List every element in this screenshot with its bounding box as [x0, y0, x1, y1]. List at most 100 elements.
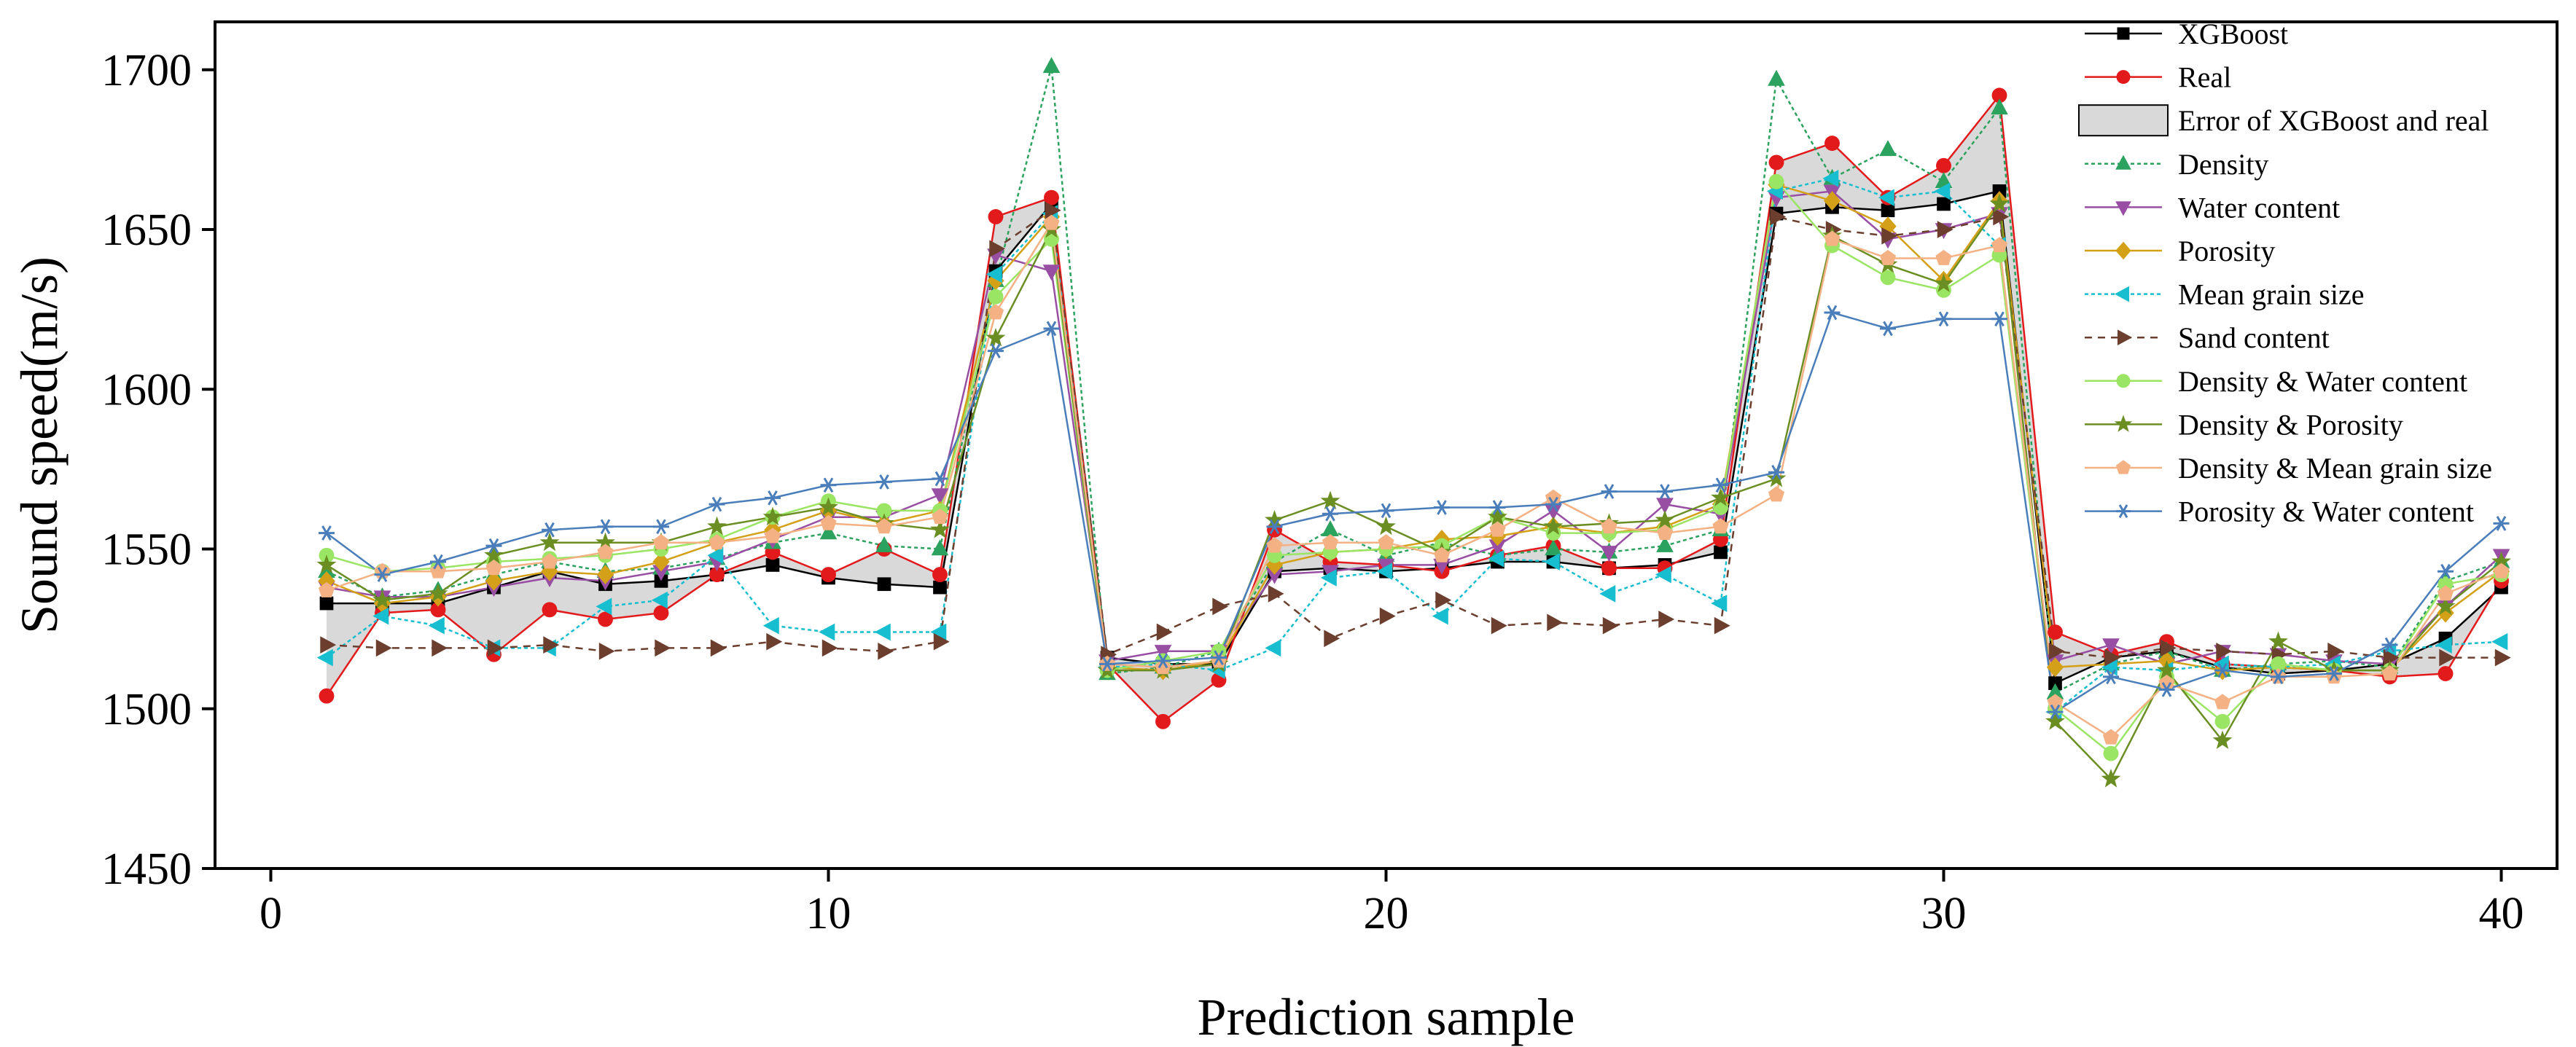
- data-point-porosity-and-water-content: [597, 519, 614, 535]
- x-tick-label: 0: [259, 889, 282, 938]
- data-point-density-and-mean-grain-size: [709, 534, 725, 550]
- data-point-sand-content: [1379, 607, 1396, 625]
- data-point-real: [1991, 87, 2007, 103]
- legend-item-density-and-water-content: Density & Water content: [2085, 365, 2467, 398]
- series-points-sand-content: [320, 201, 2511, 667]
- legend-item-density-and-mean-grain-size: Density & Mean grain size: [2085, 452, 2492, 485]
- series-line-real: [325, 93, 2502, 723]
- y-tick-label: 1500: [101, 685, 192, 734]
- data-point-density-and-mean-grain-size: [1433, 546, 1451, 562]
- data-point-real: [542, 602, 558, 618]
- data-point-density-and-water-content: [1768, 173, 1784, 189]
- data-point-density-and-water-content: [2214, 713, 2230, 729]
- legend: XGBoost Real Error of XGBoost and real Dens…: [2078, 17, 2492, 528]
- data-point-porosity-and-water-content: [653, 519, 669, 535]
- legend-label: Density & Mean grain size: [2178, 452, 2492, 485]
- data-point-xgboost: [1881, 203, 1895, 218]
- legend-label: Porosity & Water content: [2178, 495, 2474, 528]
- data-point-density-and-porosity: [1766, 468, 1787, 487]
- data-point-density-and-porosity: [819, 497, 838, 516]
- x-tick-label: 30: [1921, 889, 1967, 938]
- data-point-density-and-mean-grain-size: [1322, 534, 1339, 550]
- data-point-porosity-and-water-content: [2493, 516, 2510, 531]
- data-point-density-and-mean-grain-size: [1712, 518, 1729, 534]
- data-point-porosity-and-water-content: [765, 490, 781, 506]
- x-tick-label: 20: [1364, 889, 1409, 938]
- axis-ticks-layer: 0 10 20 30 40 1450 1500 1550 1600 1650 1700: [101, 46, 2524, 938]
- data-point-porosity-and-water-content: [1211, 650, 1227, 665]
- data-point-sand-content: [766, 632, 783, 651]
- data-point-density-and-water-content: [1044, 231, 1059, 247]
- data-point-porosity-and-water-content: [542, 522, 558, 538]
- legend-marker: [2116, 374, 2131, 388]
- data-point-real: [1155, 713, 1171, 729]
- data-point-porosity-and-water-content: [1935, 311, 1952, 327]
- data-point-density: [1768, 69, 1785, 86]
- data-point-sand-content: [2160, 639, 2177, 657]
- data-point-sand-content: [2494, 648, 2511, 667]
- data-point-density-and-porosity: [1543, 516, 1564, 536]
- data-point-porosity: [1823, 191, 1841, 211]
- data-point-porosity-and-water-content: [988, 343, 1004, 358]
- data-point-density-and-water-content: [2271, 656, 2286, 672]
- data-point-sand-content: [432, 639, 448, 657]
- legend-marker: [2116, 70, 2131, 85]
- data-point-real: [2048, 624, 2063, 640]
- error-band-layer: [327, 95, 2502, 722]
- legend-marker: [2114, 286, 2129, 302]
- data-point-density-and-porosity: [762, 506, 783, 526]
- data-point-mean-grain-size: [1376, 562, 1393, 581]
- data-point-xgboost: [319, 596, 334, 611]
- data-point-porosity-and-water-content: [2103, 669, 2119, 685]
- data-point-density-and-porosity: [484, 545, 504, 564]
- data-point-mean-grain-size: [985, 265, 1002, 283]
- data-point-density-and-mean-grain-size: [820, 514, 837, 530]
- data-point-density-and-water-content: [2438, 576, 2454, 592]
- data-point-mean-grain-size: [874, 623, 891, 641]
- data-point-density-and-water-content: [1211, 643, 1227, 659]
- data-point-density-and-porosity: [2157, 659, 2177, 679]
- x-tick-label: 10: [806, 889, 851, 938]
- data-point-water-content: [1042, 264, 1061, 281]
- data-point-porosity: [485, 570, 503, 591]
- data-point-density-and-mean-grain-size: [1879, 249, 1897, 265]
- data-point-mean-grain-size: [1488, 549, 1504, 568]
- data-point-mean-grain-size: [1711, 595, 1728, 612]
- data-point-porosity: [596, 565, 614, 584]
- data-point-water-content: [1656, 498, 1674, 514]
- data-point-sand-content: [2216, 642, 2233, 660]
- data-point-xgboost: [1937, 197, 1951, 211]
- data-point-density-and-mean-grain-size: [2493, 562, 2510, 579]
- data-point-sand-content: [1993, 208, 2010, 226]
- data-point-density-and-mean-grain-size: [2437, 585, 2454, 601]
- data-point-density-and-mean-grain-size: [597, 544, 614, 560]
- data-point-porosity-and-water-content: [2158, 682, 2175, 697]
- data-point-sand-content: [1156, 623, 1173, 641]
- data-point-sand-content: [1324, 630, 1340, 648]
- data-point-density-and-mean-grain-size: [2102, 729, 2120, 745]
- data-point-sand-content: [487, 639, 504, 657]
- data-point-porosity-and-water-content: [1768, 464, 1784, 480]
- data-point-porosity-and-water-content: [1545, 496, 1561, 512]
- data-point-real: [653, 605, 669, 621]
- data-point-density-and-water-content: [2103, 745, 2119, 761]
- data-point-mean-grain-size: [372, 607, 389, 625]
- legend-swatch: [2078, 104, 2169, 137]
- data-point-sand-content: [1714, 616, 1730, 635]
- data-point-porosity-and-water-content: [485, 538, 502, 554]
- data-point-real: [1044, 189, 1059, 205]
- series-line-porosity: [326, 184, 2502, 672]
- data-point-porosity-and-water-content: [2214, 662, 2230, 678]
- data-point-mean-grain-size: [819, 623, 835, 641]
- data-point-porosity-and-water-content: [2326, 666, 2342, 681]
- data-point-porosity-and-water-content: [319, 525, 335, 541]
- data-point-sand-content: [1937, 221, 1954, 238]
- data-point-porosity-and-water-content: [430, 554, 446, 570]
- data-point-sand-content: [1770, 208, 1787, 226]
- legend-marker: [2114, 415, 2133, 432]
- error-band-area: [327, 95, 2502, 722]
- legend-label: Sand content: [2178, 321, 2330, 354]
- data-point-density-and-mean-grain-size: [2214, 694, 2231, 710]
- y-tick-label: 1600: [101, 365, 192, 415]
- data-point-xgboost: [654, 574, 668, 588]
